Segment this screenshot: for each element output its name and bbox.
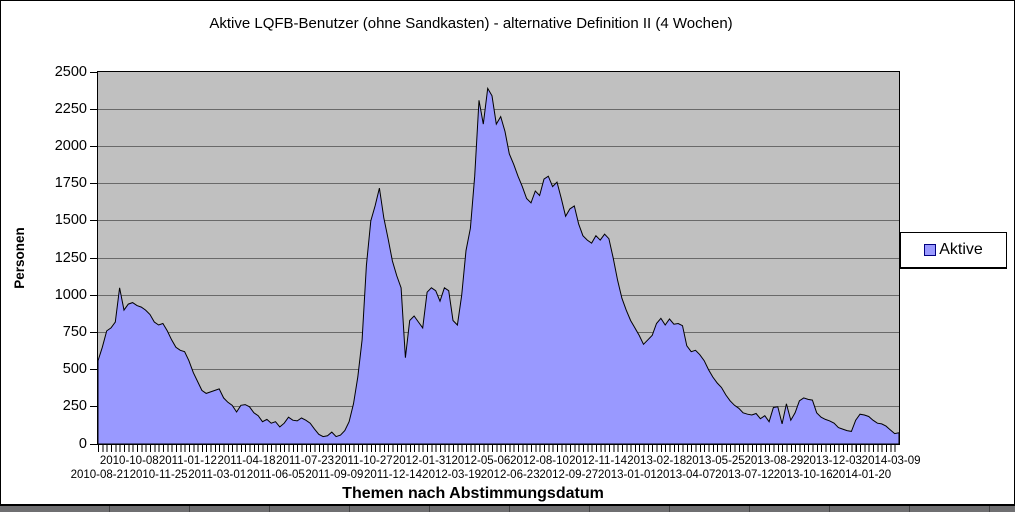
legend-swatch bbox=[924, 244, 937, 256]
x-tick-label: 2010-11-25 bbox=[129, 469, 188, 481]
y-tick-label: 500 bbox=[62, 361, 87, 378]
legend-label: Aktive bbox=[939, 241, 983, 258]
x-tick-label: 2011-09-09 bbox=[305, 469, 364, 481]
y-tick-label: 2500 bbox=[54, 63, 87, 80]
x-tick-label: 2013-10-16 bbox=[773, 469, 833, 481]
x-tick-label: 2013-05-25 bbox=[685, 455, 745, 467]
y-tick-label: 2250 bbox=[54, 100, 87, 117]
y-axis-tick bbox=[90, 108, 97, 110]
x-tick-label: 2012-03-19 bbox=[422, 469, 481, 481]
x-tick-label: 2011-10-27 bbox=[334, 455, 393, 467]
x-tick-label: 2012-11-14 bbox=[569, 455, 628, 467]
x-tick-label: 2013-04-07 bbox=[656, 469, 716, 481]
x-tick-label: 2011-12-14 bbox=[364, 469, 422, 481]
y-axis-tick bbox=[90, 257, 97, 259]
x-tick-label: 2013-02-18 bbox=[627, 455, 687, 467]
y-tick-label: 0 bbox=[78, 435, 87, 452]
x-tick-label: 2013-08-29 bbox=[744, 455, 804, 467]
x-tick-label: 2014-01-20 bbox=[832, 469, 892, 481]
y-axis-tick bbox=[90, 443, 97, 445]
y-axis-tick bbox=[90, 406, 97, 408]
x-tick-label: 2014-03-09 bbox=[861, 455, 921, 467]
y-tick-label: 1750 bbox=[54, 175, 87, 192]
series-svg bbox=[98, 72, 899, 444]
x-tick-label: 2012-06-23 bbox=[480, 469, 540, 481]
x-tick-label: 2013-12-03 bbox=[803, 455, 862, 467]
y-tick-label: 250 bbox=[62, 398, 87, 415]
x-tick-label: 2012-09-27 bbox=[539, 469, 599, 481]
y-axis-tick bbox=[90, 294, 97, 296]
x-tick-label: 2012-05-06 bbox=[451, 455, 511, 467]
x-axis-tick-band bbox=[98, 445, 899, 452]
y-tick-label: 1250 bbox=[54, 249, 87, 266]
gridline bbox=[98, 108, 899, 110]
x-tick-label: 2013-01-01 bbox=[597, 469, 657, 481]
y-axis-tick bbox=[90, 71, 97, 73]
y-axis-tick bbox=[90, 145, 97, 147]
x-tick-label: 2011-06-05 bbox=[246, 469, 305, 481]
y-axis-tick bbox=[90, 220, 97, 222]
legend: Aktive bbox=[900, 232, 1007, 269]
y-tick-label: 2000 bbox=[54, 137, 87, 154]
x-tick-label: 2011-04-18 bbox=[217, 455, 276, 467]
chart-title: Aktive LQFB-Benutzer (ohne Sandkasten) -… bbox=[209, 15, 733, 32]
y-axis-tick bbox=[90, 331, 97, 333]
x-tick-label: 2012-01-31 bbox=[392, 455, 452, 467]
y-axis-tick bbox=[90, 369, 97, 371]
x-tick-label: 2013-07-12 bbox=[715, 469, 774, 481]
x-tick-label: 2010-10-08 bbox=[99, 455, 159, 467]
x-tick-label: 2012-08-10 bbox=[510, 455, 569, 467]
y-tick-label: 750 bbox=[62, 323, 87, 340]
x-tick-label: 2010-08-21 bbox=[70, 469, 130, 481]
y-tick-label: 1500 bbox=[54, 212, 87, 229]
x-tick-label: 2011-01-12 bbox=[158, 455, 217, 467]
x-tick-label: 2011-03-01 bbox=[188, 469, 247, 481]
y-tick-label: 1000 bbox=[54, 286, 87, 303]
y-axis-tick bbox=[90, 183, 97, 185]
x-axis-title: Themen nach Abstimmungsdatum bbox=[342, 485, 604, 502]
worksheet-edge-strip bbox=[0, 505, 1015, 512]
x-tick-label: 2011-07-23 bbox=[276, 455, 335, 467]
aktive-area-series bbox=[98, 88, 899, 444]
